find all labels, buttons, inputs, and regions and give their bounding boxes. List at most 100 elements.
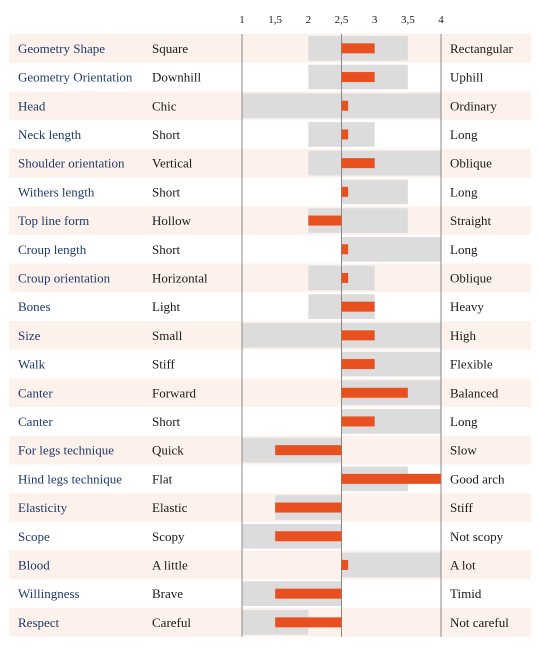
tick-label: 1 <box>239 14 245 26</box>
high-pole-label: Long <box>450 414 478 429</box>
mean-bar <box>275 588 342 599</box>
low-pole-label: Stiff <box>152 357 176 372</box>
low-pole-label: Vertical <box>152 156 193 171</box>
low-pole-label: Downhill <box>152 70 202 85</box>
row-stripe <box>9 493 531 522</box>
row-stripe <box>9 550 531 580</box>
low-pole-label: A little <box>152 557 188 572</box>
low-pole-label: Scopy <box>152 529 185 544</box>
mean-bar <box>275 531 342 542</box>
high-pole-label: Long <box>450 184 478 199</box>
trait-label: Canter <box>18 385 53 400</box>
trait-label: Walk <box>18 357 46 372</box>
range-band <box>341 236 441 262</box>
low-pole-label: Horizontal <box>152 270 208 285</box>
range-band <box>341 552 441 578</box>
mean-bars <box>275 43 441 628</box>
trait-label: For legs technique <box>18 443 114 458</box>
high-pole-label: Uphill <box>450 70 484 85</box>
high-pole-label: Stiff <box>450 500 474 515</box>
mean-bar <box>341 186 349 197</box>
low-pole-label: Quick <box>152 443 184 458</box>
low-pole-label: Elastic <box>152 500 188 515</box>
low-pole-label: Careful <box>152 615 191 630</box>
low-pole-label: Light <box>152 299 181 314</box>
trait-label: Willingness <box>18 586 80 601</box>
high-pole-label: Timid <box>450 586 482 601</box>
high-pole-label: Slow <box>450 443 477 458</box>
trait-label: Head <box>18 98 46 113</box>
range-band <box>341 179 408 205</box>
trait-label: Elasticity <box>18 500 68 515</box>
mean-bar <box>341 301 375 312</box>
trait-label: Neck length <box>18 127 82 142</box>
high-pole-label: Heavy <box>450 299 484 314</box>
high-pole-label: Flexible <box>450 357 493 372</box>
high-pole-label: Balanced <box>450 385 499 400</box>
high-pole-label: Oblique <box>450 270 492 285</box>
mean-bar <box>308 215 342 226</box>
tick-label: 2,5 <box>335 14 349 26</box>
mean-bar <box>341 43 375 54</box>
trait-label: Croup orientation <box>18 270 111 285</box>
mean-bar <box>341 387 408 398</box>
low-pole-label: Short <box>152 414 181 429</box>
low-pole-label: Hollow <box>152 213 192 228</box>
mean-bar <box>341 473 441 484</box>
tick-label: 3 <box>372 14 378 26</box>
high-pole-label: Good arch <box>450 471 505 486</box>
row-stripe <box>9 148 531 178</box>
mean-bar <box>341 416 375 427</box>
mean-bar <box>275 617 342 628</box>
trait-label: Geometry Orientation <box>18 70 133 85</box>
high-pole-label: Ordinary <box>450 98 497 113</box>
mean-bar <box>341 158 375 169</box>
mean-bar <box>275 445 342 456</box>
row-stripe <box>9 378 531 408</box>
trait-label: Blood <box>18 557 50 572</box>
row-labels: Geometry Shape Square Rectangular Geometry … <box>18 41 513 630</box>
low-pole-label: Brave <box>152 586 183 601</box>
axis-tick-labels: 1 1,5 2 2,5 3 3,5 4 <box>239 14 444 26</box>
tick-label: 4 <box>438 14 444 26</box>
high-pole-label: Oblique <box>450 156 492 171</box>
trait-label: Size <box>18 328 41 343</box>
mean-bar <box>341 72 375 83</box>
mean-bar <box>341 244 349 255</box>
trait-label: Geometry Shape <box>18 41 105 56</box>
mean-bar <box>341 359 375 370</box>
trait-label: Respect <box>18 615 60 630</box>
high-pole-label: A lot <box>450 557 476 572</box>
row-stripe <box>9 206 531 235</box>
mean-bar <box>341 100 349 111</box>
high-pole-label: Not scopy <box>450 529 504 544</box>
mean-bar <box>341 559 349 570</box>
trait-label: Hind legs technique <box>18 471 122 486</box>
high-pole-label: Straight <box>450 213 492 228</box>
trait-label: Shoulder orientation <box>18 156 125 171</box>
low-pole-label: Chic <box>152 98 177 113</box>
trait-label: Top line form <box>18 213 89 228</box>
low-pole-label: Short <box>152 184 181 199</box>
low-pole-label: Small <box>152 328 183 343</box>
low-pole-label: Short <box>152 242 181 257</box>
mean-bar <box>341 129 349 140</box>
row-stripe <box>9 34 531 63</box>
row-stripe <box>9 263 531 293</box>
trait-label: Croup length <box>18 242 87 257</box>
trait-label: Canter <box>18 414 53 429</box>
tick-label: 2 <box>306 14 312 26</box>
mean-bar <box>275 502 342 513</box>
tick-label: 3,5 <box>401 14 415 26</box>
low-pole-label: Forward <box>152 385 197 400</box>
high-pole-label: Long <box>450 242 478 257</box>
low-pole-label: Flat <box>152 471 173 486</box>
high-pole-label: High <box>450 328 477 343</box>
trait-label: Bones <box>18 299 51 314</box>
low-pole-label: Square <box>152 41 188 56</box>
mean-bar <box>341 272 349 283</box>
mean-bar <box>341 330 375 341</box>
high-pole-label: Not careful <box>450 615 509 630</box>
trait-label: Withers length <box>18 184 95 199</box>
